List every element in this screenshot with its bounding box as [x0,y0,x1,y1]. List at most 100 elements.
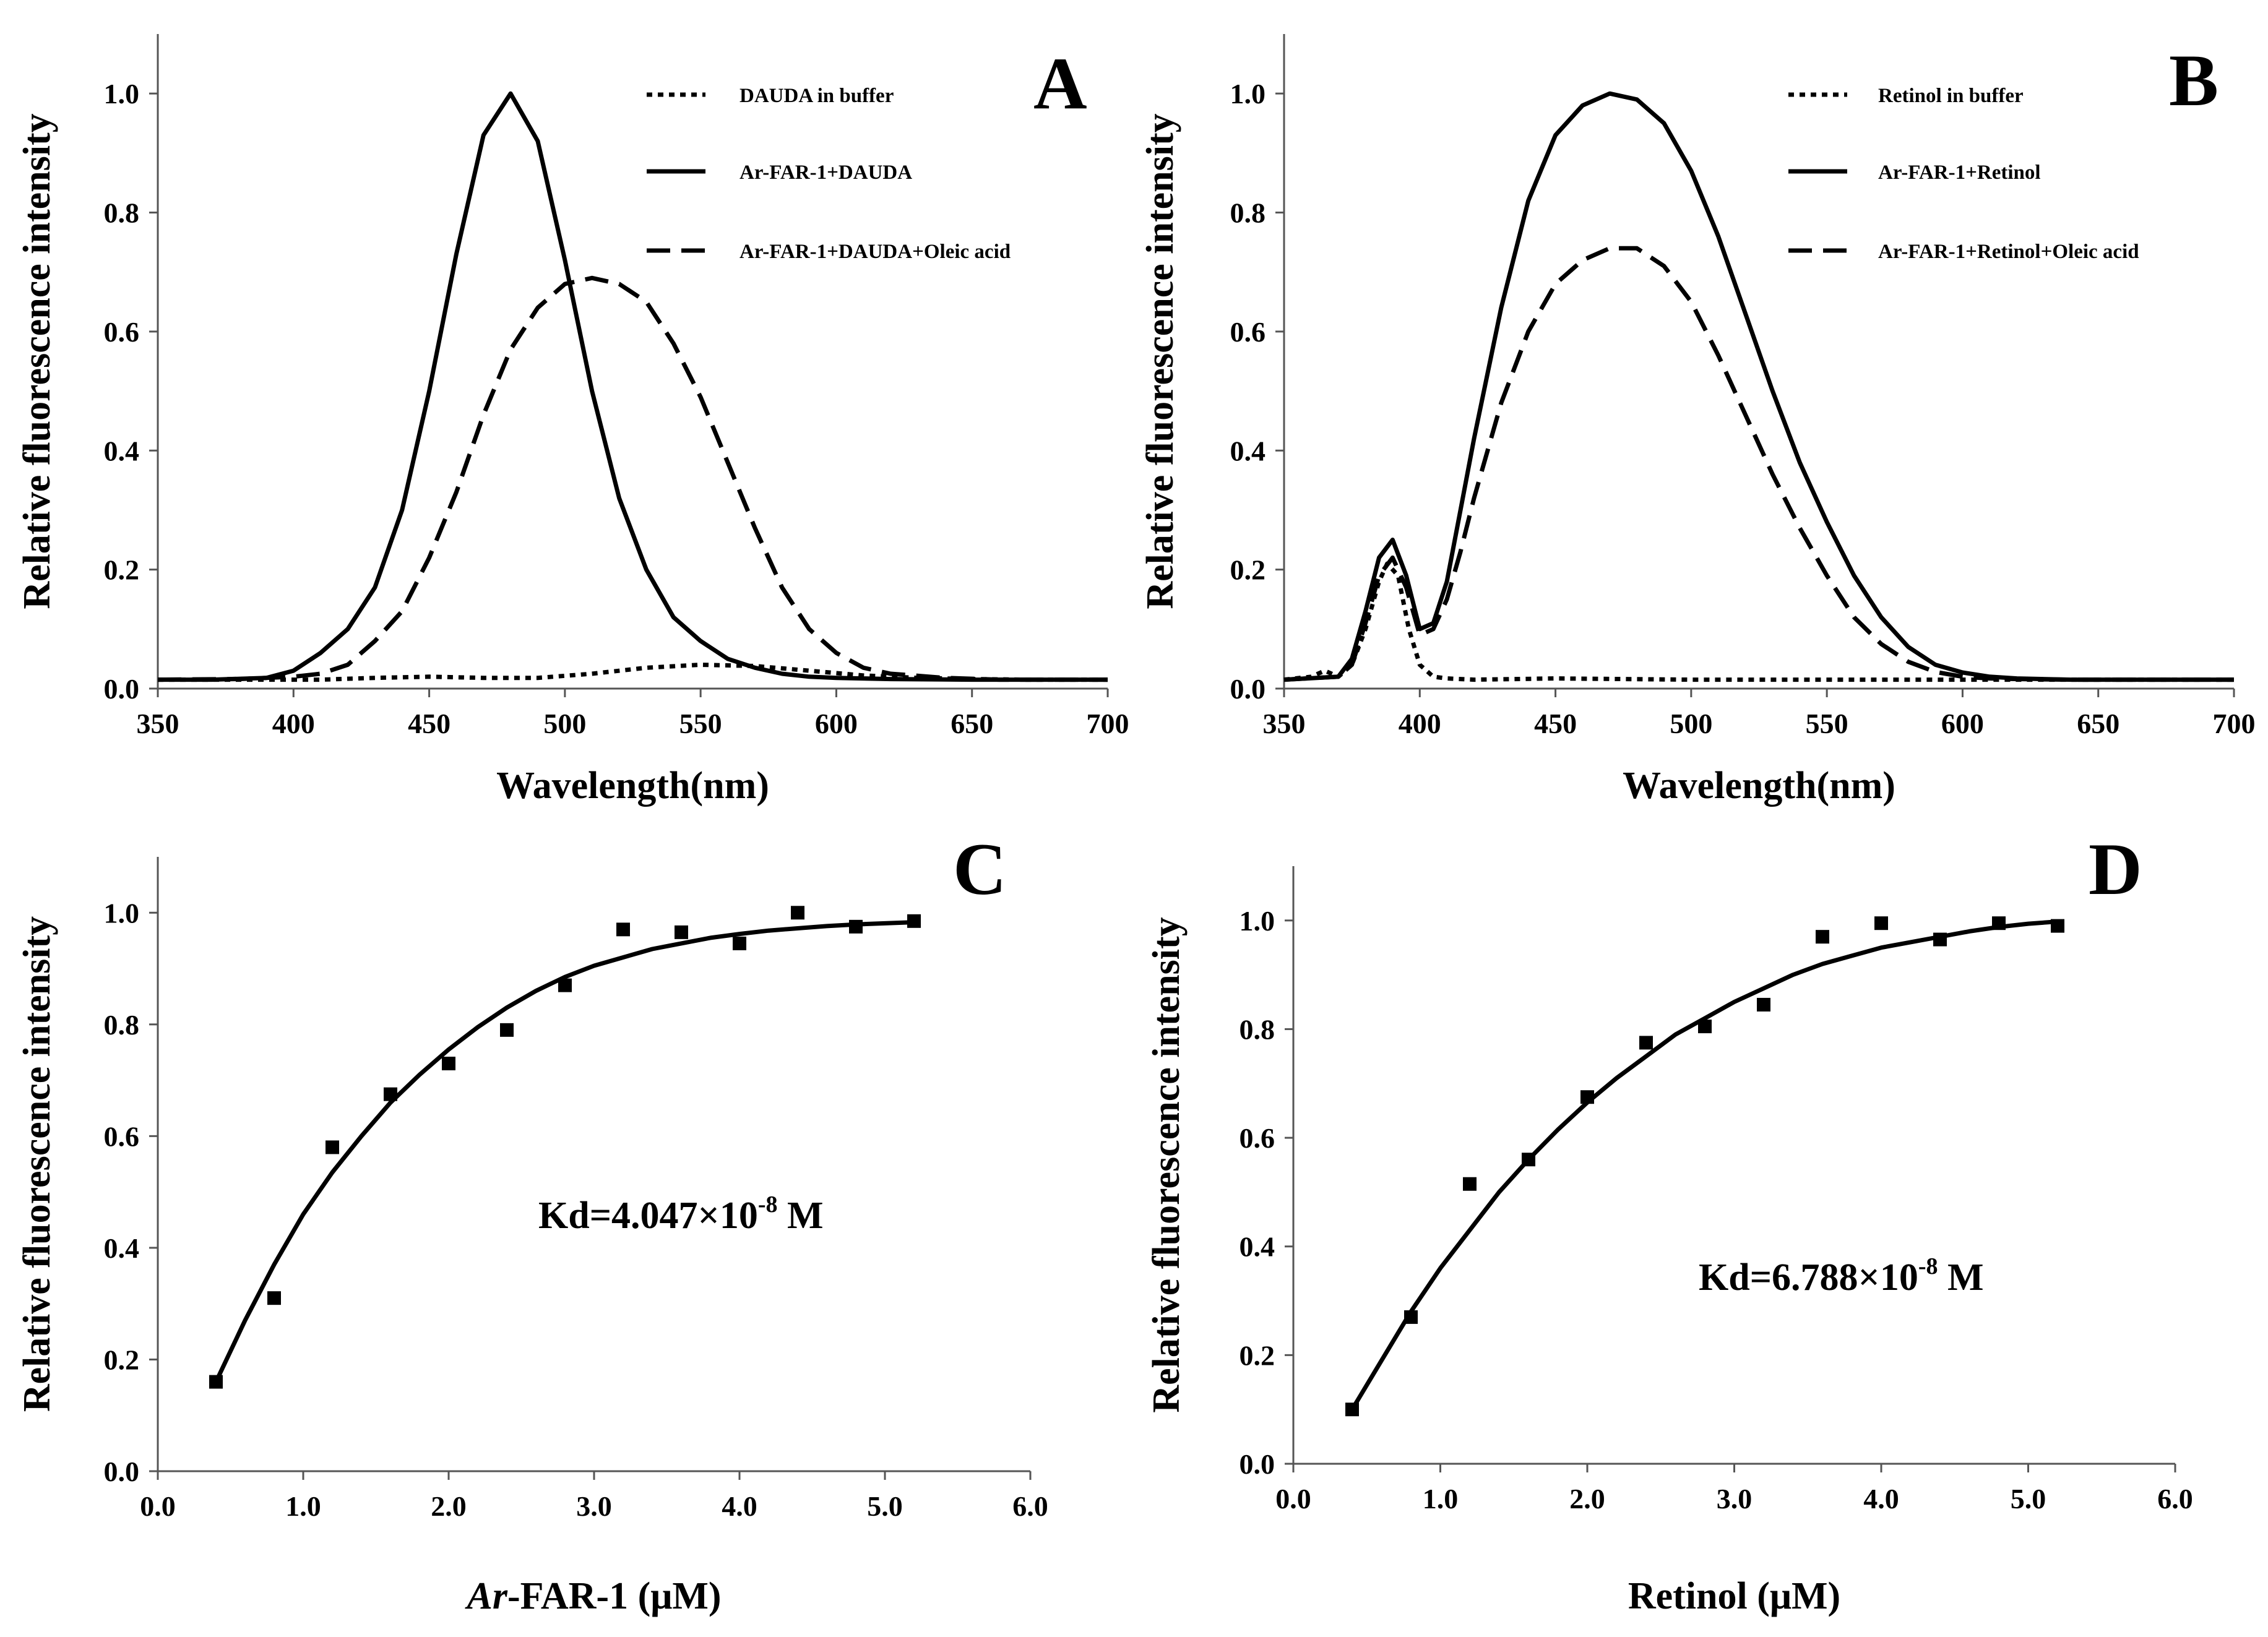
panel-a-legend: DAUDA in buffer Ar-FAR-1+DAUDA Ar-FAR-1+… [647,85,1011,263]
panel-d-data-point [1874,916,1888,930]
panel-c-data-point [384,1087,397,1101]
panel-d-x-axis-label: Retinol (μM) [1628,1575,1840,1617]
panel-c-data-point [791,906,804,920]
panel-c-fit-curve [213,920,915,1383]
panel-c-x-tick-label: 6.0 [1012,1490,1048,1522]
panel-a-plot-layer: 0.0 0.2 0.4 0.6 0.8 1.0 350 400 450 500 550 600 650 7… [16,34,1129,807]
panel-a-y-tick-label: 0.2 [104,554,140,586]
panel-a-series-line-1 [158,91,1108,682]
panel-d-y-tick-label: 0.8 [1240,1013,1275,1045]
panel-b-x-tick-label: 600 [1941,708,1984,739]
panel-d-x-tick-label: 1.0 [1423,1483,1459,1515]
legend-label-far1-retinol-oleic: Ar-FAR-1+Retinol+Oleic acid [1878,241,2139,263]
panel-c-x-axis-label: Ar-FAR-1 (μM) [464,1575,721,1617]
legend-label-retinol-buffer: Retinol in buffer [1878,85,2024,107]
panel-c-y-tick-label: 0.8 [104,1009,140,1041]
panel-a-chart: 0.0 0.2 0.4 0.6 0.8 1.0 350 400 450 500 550 600 650 7… [16,34,1129,807]
panel-a-x-tick-label: 650 [951,708,993,739]
panel-c-data-point [442,1057,455,1071]
panel-d-data-point [1816,930,1829,944]
panel-d-data-point [1404,1310,1418,1324]
panel-b-y-tick-label: 0.6 [1230,316,1266,348]
panel-c-x-tick-label: 2.0 [431,1490,467,1522]
panel-b-letter: B [2169,39,2218,121]
panel-d-data-point [1639,1036,1653,1050]
panel-b-x-tick-label: 350 [1263,708,1306,739]
panel-c-letter: C [953,828,1007,910]
panel-d-data-point [2051,919,2064,933]
panel-c-data-point [209,1375,223,1389]
panel-b-series-line-2 [1283,246,2234,682]
panel-c-x-tick-label: 4.0 [722,1490,757,1522]
panel-c-data-point [500,1023,514,1037]
panel-d-y-axis-label: Relative fluorescence intensity [1145,917,1188,1412]
panel-b-chart: 0.0 0.2 0.4 0.6 0.8 1.0 350 400 450 500 550 600 650 7… [1139,34,2256,807]
panel-d-x-tick-label: 6.0 [2157,1483,2193,1515]
panel-a-y-tick-label: 0.6 [104,316,140,348]
panel-b-y-tick-label: 0.0 [1230,673,1266,705]
panel-c-x-tick-label: 3.0 [576,1490,612,1522]
panel-c-x-tick-label: 1.0 [285,1490,321,1522]
panel-c-data-point [616,922,630,937]
panel-d-y-tick-label: 0.6 [1240,1122,1275,1154]
panel-c-x-tick-label: 0.0 [140,1490,176,1522]
panel-a-x-tick-label: 700 [1087,708,1129,739]
panel-b-y-tick-label: 0.4 [1230,435,1266,466]
panel-b-x-tick-label: 650 [2077,708,2119,739]
panel-c-kd-suffix: M [778,1195,824,1237]
panel-c-y-tick-label: 0.6 [104,1120,140,1152]
panel-a-x-tick-label: 500 [543,708,586,739]
panel-d-x-tick-label: 3.0 [1717,1483,1753,1515]
panel-a-x-tick-label: 400 [272,708,315,739]
panel-c-kd-prefix: Kd=4.047×10 [538,1195,758,1237]
panel-a-y-tick-label: 0.4 [104,435,140,466]
panel-d-data-point [1698,1020,1712,1034]
panel-c-data-point [267,1291,281,1305]
panel-a-x-tick-label: 450 [408,708,451,739]
panel-d-kd-prefix: Kd=6.788×10 [1699,1257,1918,1299]
panel-d-y-tick-label: 0.2 [1240,1339,1275,1371]
panel-d-x-tick-label: 0.0 [1275,1483,1311,1515]
legend-label-far1-dauda-oleic: Ar-FAR-1+DAUDA+Oleic acid [739,241,1011,263]
panel-a-y-tick-label: 1.0 [104,78,140,110]
panel-a-x-tick-label: 600 [815,708,858,739]
panel-c-data-point [675,925,688,939]
panel-d-kd-exponent: -8 [1918,1253,1938,1279]
panel-d-data-point [1345,1403,1359,1417]
panel-c-data-point [326,1140,339,1154]
panel-c-data-point [733,936,746,950]
panel-c-y-tick-label: 0.0 [104,1456,140,1487]
panel-a-letter: A [1033,42,1087,124]
panel-d-x-tick-label: 5.0 [2011,1483,2046,1515]
panel-d-data-point [1522,1153,1535,1167]
panel-d-data-point [1580,1090,1594,1104]
panel-c-x-tick-label: 5.0 [867,1490,903,1522]
panel-d-x-tick-label: 4.0 [1863,1483,1899,1515]
legend-label-far1-retinol: Ar-FAR-1+Retinol [1878,161,2041,184]
legend-label-far1-dauda: Ar-FAR-1+DAUDA [739,161,912,184]
panel-a-x-axis-label: Wavelength(nm) [496,765,769,807]
panel-d-data-point [1933,932,1947,947]
panel-a-y-tick-label: 0.0 [104,673,140,705]
panel-d-letter: D [2089,828,2142,910]
panel-a-y-tick-label: 0.8 [104,197,140,229]
panel-d-data-point [1757,997,1770,1012]
panel-d-kd-annotation: Kd=6.788×10-8 M [1699,1253,1984,1299]
panel-b-x-tick-label: 700 [2213,708,2256,739]
panel-c-data-point [558,978,572,992]
panel-b-y-tick-label: 1.0 [1230,78,1266,110]
panel-a-x-tick-label: 350 [137,708,179,739]
panel-c-y-tick-label: 0.2 [104,1344,140,1375]
panel-c-kd-annotation: Kd=4.047×10-8 M [538,1192,824,1237]
panel-d-kd-suffix: M [1938,1257,1984,1299]
panel-d-x-tick-label: 2.0 [1569,1483,1605,1515]
panel-d-plot-layer: 0.0 0.2 0.4 0.6 0.8 1.0 0.0 1.0 2.0 3.0 4.0 5.0 6.0 R… [1145,866,2193,1617]
panel-c-y-tick-label: 0.4 [104,1232,140,1264]
panel-c-y-axis-label: Relative fluorescence intensity [16,916,58,1412]
panel-b-x-tick-label: 550 [1806,708,1848,739]
panel-b-x-tick-label: 450 [1534,708,1577,739]
panel-d-data-point [1992,916,2006,930]
panel-c-data-point [849,919,863,934]
